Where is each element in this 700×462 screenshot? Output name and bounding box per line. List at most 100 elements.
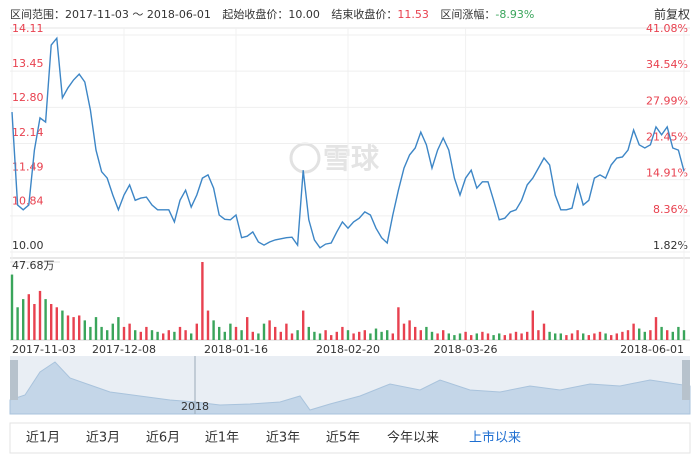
volume-bar	[257, 333, 260, 340]
volume-bar	[660, 326, 663, 340]
volume-bar	[374, 328, 378, 340]
volume-bar	[537, 330, 540, 340]
volume-bar	[173, 331, 176, 340]
volume-bar	[514, 331, 518, 340]
volume-bar	[559, 333, 562, 340]
volume-bar	[671, 331, 674, 340]
volume-bar	[408, 320, 411, 340]
navigator-handle[interactable]	[682, 360, 690, 400]
range-button[interactable]: 近5年	[326, 431, 360, 446]
volume-bar	[638, 328, 641, 340]
end-value: 11.53	[397, 8, 429, 21]
range-button[interactable]: 近1月	[26, 431, 60, 446]
range-button[interactable]: 近3月	[86, 431, 120, 446]
range-button[interactable]: 今年以来	[387, 430, 439, 446]
range-label: 区间范围：	[10, 7, 65, 21]
volume-bar	[318, 333, 322, 340]
volume-bar	[492, 335, 495, 340]
range-button[interactable]: 近1年	[205, 431, 239, 446]
volume-bar	[307, 326, 310, 340]
volume-bar	[576, 330, 579, 340]
volume-bar	[335, 331, 338, 340]
range-button[interactable]: 近6月	[146, 431, 180, 446]
watermark: 雪球	[323, 142, 380, 175]
volume-bar	[425, 326, 428, 340]
volume-bar	[83, 320, 86, 340]
volume-bar	[296, 330, 299, 340]
volume-bar	[498, 333, 501, 340]
volume-bar	[402, 323, 406, 340]
volume-bar	[453, 335, 456, 340]
volume-bar	[330, 335, 333, 340]
volume-bar	[414, 326, 417, 340]
volume-bar	[386, 330, 389, 340]
volume-bar	[475, 333, 478, 340]
navigator-handle[interactable]	[10, 360, 18, 400]
volume-bar	[526, 331, 529, 340]
volume-bar	[178, 326, 182, 340]
y-tick-label: 12.80	[12, 91, 44, 104]
volume-bar	[50, 304, 53, 340]
price-line	[11, 36, 685, 249]
volume-bar	[190, 333, 193, 340]
y2-tick-label: 8.36%	[653, 203, 688, 216]
volume-bar	[285, 323, 288, 340]
range: 2017-11-03 ～ 2018-06-01	[65, 8, 211, 21]
volume-bar	[509, 333, 512, 340]
x-tick-label: 2018-01-16	[204, 343, 268, 356]
y2-tick-label: 21.45%	[646, 131, 688, 144]
x-tick-label: 2017-11-03	[12, 343, 76, 356]
header: 区间范围：2017-11-03 ～ 2018-06-01 起始收盘价：10.00…	[10, 7, 534, 21]
x-tick-label: 2018-06-01	[620, 343, 684, 356]
navigator-area	[9, 361, 691, 415]
volume-bar	[302, 310, 305, 340]
volume-tick-label: 47.68万	[12, 259, 55, 272]
volume-bar	[352, 333, 355, 340]
volume-bar	[134, 330, 137, 340]
volume-bar	[10, 274, 14, 340]
volume-bar	[229, 323, 232, 340]
volume-bar	[279, 331, 282, 340]
volume-bar	[122, 326, 126, 340]
volume-bar	[72, 317, 75, 340]
volume-bar	[346, 330, 350, 340]
end-label: 结束收盘价：	[331, 7, 397, 21]
volume-bar	[358, 331, 361, 340]
volume-bar	[570, 333, 574, 340]
volume-bar	[397, 307, 400, 340]
range-button[interactable]: 上市以来	[469, 430, 521, 446]
volume-bar	[324, 330, 327, 340]
volume-bar	[16, 307, 19, 340]
volume-bar	[666, 330, 669, 340]
volume-bar	[548, 331, 551, 340]
volume-bar	[632, 323, 635, 340]
range-button[interactable]: 近3年	[266, 431, 300, 446]
volume-bar	[290, 333, 294, 340]
volume-bar	[654, 317, 658, 340]
volume-bar	[621, 331, 624, 340]
volume-bar	[464, 331, 467, 340]
volume-bar	[363, 330, 366, 340]
y-tick-label: 12.14	[12, 126, 44, 139]
volume-bar	[246, 317, 249, 340]
volume-bar	[33, 304, 36, 340]
volume-bar	[268, 320, 271, 340]
volume-bar	[262, 323, 266, 340]
volume-bar	[643, 331, 646, 340]
volume-bar	[111, 323, 114, 340]
volume-bar	[380, 331, 383, 340]
volume-bar	[139, 331, 142, 340]
volume-bar	[38, 290, 42, 340]
button-bar	[9, 422, 691, 454]
volume-bar	[503, 335, 506, 340]
volume-bar	[531, 310, 534, 340]
volume-bar	[106, 330, 109, 340]
range-buttons: 近1月 近3月 近6月 近1年 近3年 近5年 今年以来 上市以来	[26, 430, 521, 446]
adjust-label: 前复权	[654, 7, 690, 22]
volume-bar	[234, 326, 238, 340]
volume-bar	[44, 299, 47, 340]
volume-bar	[458, 333, 462, 340]
volume-bar	[201, 262, 204, 340]
volume-bar	[598, 331, 602, 340]
volume-bar	[89, 326, 92, 340]
